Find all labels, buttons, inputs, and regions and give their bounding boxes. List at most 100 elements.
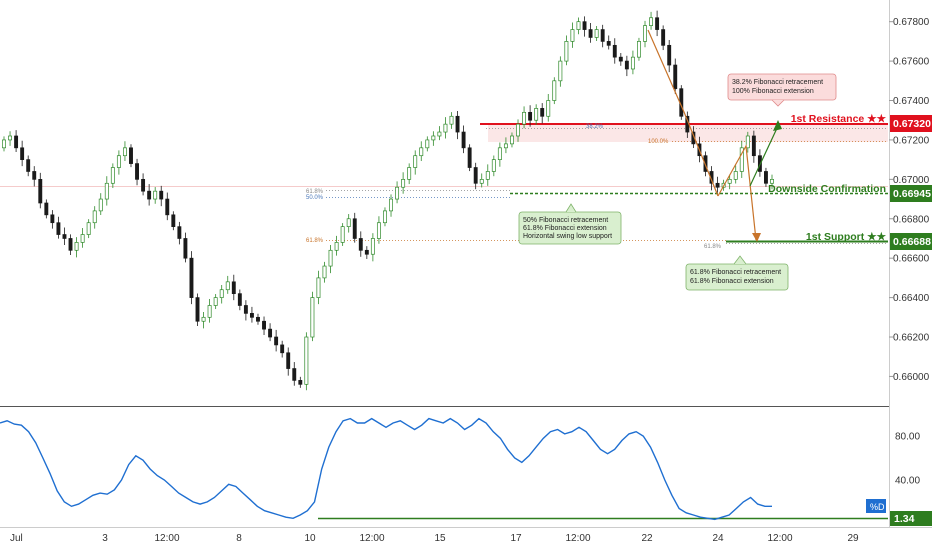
candle-body: [491, 159, 496, 172]
candle-body: [98, 198, 103, 212]
candle-body: [225, 281, 230, 291]
svg-text:61.8% Fibonacci extension: 61.8% Fibonacci extension: [690, 278, 774, 285]
candle-body: [352, 218, 357, 239]
time-tick-label: 29: [847, 533, 859, 544]
candle-body: [340, 226, 345, 243]
candle-body: [516, 123, 520, 137]
fib-label-618b: 61.8%: [306, 238, 324, 244]
candle-body: [38, 178, 43, 204]
candle-body: [135, 163, 139, 180]
candle-body: [80, 234, 85, 243]
candle-body: [606, 41, 611, 46]
candle-body: [431, 135, 436, 141]
candle-body: [44, 202, 49, 216]
svg-text:38.2% Fibonacci retracement: 38.2% Fibonacci retracement: [732, 79, 823, 86]
candle-body: [739, 147, 744, 172]
time-axis-ticks: Jul 3 12:00 8 10 12:00 15 17 12:00 22 24 12:00 29: [10, 533, 859, 544]
support-note: 61.8% Fibonacci retracement 61.8% Fibona…: [685, 255, 789, 291]
svg-text:61.8% Fibonacci retracement: 61.8% Fibonacci retracement: [690, 269, 781, 276]
pullback-arrow: [717, 144, 757, 241]
candle-body: [745, 135, 750, 149]
candle-body: [322, 265, 327, 279]
candle-body: [370, 238, 375, 255]
fib-label-618c: 61.8%: [704, 244, 722, 250]
price-tick-label: 0.67200: [893, 135, 930, 146]
candle-body: [129, 147, 133, 164]
time-tick-label: 8: [236, 533, 242, 544]
oscillator-value-badge: 1.34: [890, 511, 932, 526]
candle-body: [237, 293, 242, 306]
candle-body: [2, 139, 6, 149]
candle-body: [510, 135, 514, 145]
candle-body: [14, 135, 19, 149]
fib-label-500: 50.0%: [306, 195, 324, 201]
candle-body: [552, 80, 557, 101]
candle-body: [618, 56, 623, 62]
candle-body: [189, 257, 194, 298]
swing-arrows: [647, 29, 782, 242]
candle-body: [364, 249, 369, 255]
candle-body: [582, 21, 587, 30]
candle-body: [419, 147, 424, 157]
candle-body: [110, 167, 115, 184]
candle-body: [256, 316, 260, 322]
candle-body: [195, 297, 200, 322]
candle-body: [8, 135, 12, 141]
candle-body: [183, 238, 188, 259]
svg-text:100% Fibonacci extension: 100% Fibonacci extension: [732, 88, 814, 95]
candle-body: [274, 336, 279, 346]
candle-body: [262, 320, 266, 330]
candle-body: [473, 167, 478, 184]
upswing-arrow: [749, 125, 779, 187]
candle-body: [292, 368, 297, 381]
candle-body: [243, 305, 248, 314]
support-label: 1st Support ★★: [806, 231, 887, 243]
candle-body: [576, 21, 581, 30]
candle-body: [467, 147, 472, 168]
candle-body: [395, 186, 400, 200]
candle-body: [534, 108, 539, 121]
price-tick-label: 0.67000: [893, 175, 930, 186]
candle-body: [171, 214, 176, 228]
fib-label-382: 38.2%: [586, 124, 604, 130]
candle-body: [413, 155, 418, 168]
candle-body: [661, 29, 666, 46]
candle-body: [733, 171, 738, 180]
candle-body: [546, 100, 551, 117]
candle-body: [594, 29, 599, 38]
price-tick-label: 0.67600: [893, 57, 930, 68]
candle-body: [334, 242, 339, 251]
oscillator-tick-label: 80.00: [895, 432, 920, 443]
time-tick-label: 24: [712, 533, 724, 544]
candle-body: [298, 380, 303, 385]
time-tick-label: 12:00: [565, 533, 590, 544]
candle-body: [558, 60, 563, 82]
candle-body: [159, 190, 164, 200]
time-tick-label: 12:00: [359, 533, 384, 544]
time-tick-label: 12:00: [154, 533, 179, 544]
svg-text:1.34: 1.34: [894, 513, 915, 525]
time-tick-label: 12:00: [767, 533, 792, 544]
candle-body: [673, 64, 678, 90]
candle-body: [249, 313, 254, 318]
candle-body: [56, 222, 61, 235]
candle-body: [62, 234, 67, 239]
svg-text:%D: %D: [870, 502, 885, 512]
candle-body: [74, 242, 79, 251]
candle-body: [751, 135, 756, 157]
time-tick-label: 3: [102, 533, 108, 544]
candle-body: [389, 198, 393, 212]
candle-body: [649, 17, 654, 26]
time-tick-label: 15: [434, 533, 446, 544]
svg-text:61.8% Fibonacci extension: 61.8% Fibonacci extension: [523, 225, 607, 232]
candle-body: [92, 210, 97, 224]
candle-body: [727, 178, 732, 184]
candle-body: [437, 131, 442, 137]
candle-body: [165, 198, 170, 216]
candle-body: [503, 143, 508, 149]
confirmation-price-badge: 0.66945: [890, 185, 932, 202]
candle-body: [286, 352, 291, 369]
time-tick-label: 17: [510, 533, 522, 544]
candle-body: [26, 159, 31, 172]
